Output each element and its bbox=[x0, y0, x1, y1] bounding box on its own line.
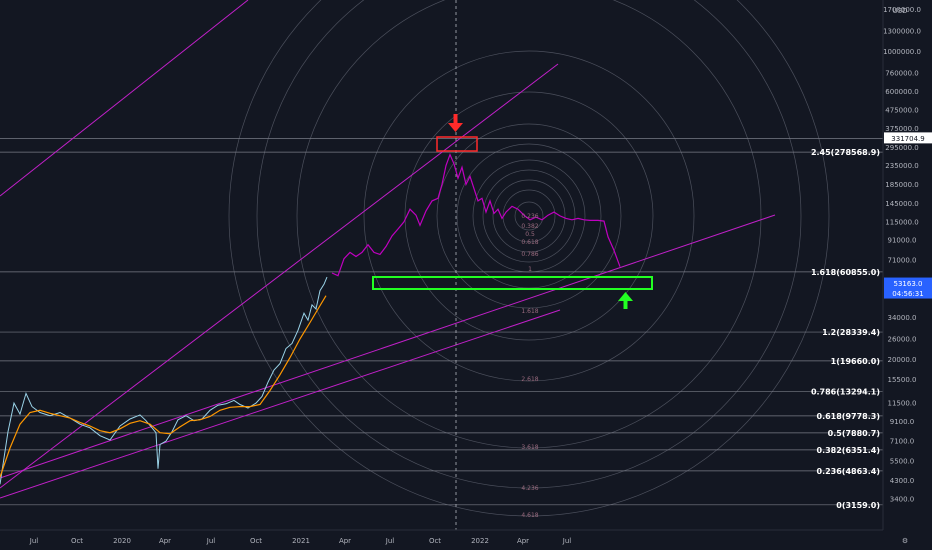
fan-label: 1 bbox=[528, 266, 532, 273]
x-tick-label: Jul bbox=[29, 537, 39, 545]
price-axis[interactable]: USD 1700000.0 1300000.0 1000000.0 760000.0 6… bbox=[882, 0, 921, 530]
fib-level-label: 0.382(6351.4) bbox=[817, 446, 881, 455]
fib-circle bbox=[363, 50, 695, 382]
y-tick-label: 1300000.0 bbox=[883, 27, 921, 35]
x-tick-label: Oct bbox=[71, 537, 83, 545]
y-tick-label: 1700000.0 bbox=[883, 6, 921, 14]
fan-label: 4.618 bbox=[521, 512, 538, 519]
x-tick-label: Jul bbox=[385, 537, 395, 545]
x-tick-label: 2022 bbox=[471, 537, 489, 545]
y-tick-label: 26000.0 bbox=[888, 335, 917, 343]
x-tick-label: Oct bbox=[250, 537, 262, 545]
x-tick-label: Jul bbox=[562, 537, 572, 545]
top-zone-box[interactable] bbox=[436, 136, 478, 152]
y-tick-label: 185000.0 bbox=[885, 181, 918, 189]
y-tick-label: 15500.0 bbox=[888, 376, 917, 384]
x-tick-label: Oct bbox=[429, 537, 441, 545]
series-line bbox=[0, 276, 328, 485]
y-tick-label: 4300.0 bbox=[890, 477, 915, 485]
y-tick-label: 5500.0 bbox=[890, 458, 915, 466]
fib-level-label: 1.2(28339.4) bbox=[822, 328, 880, 337]
fib-circle bbox=[436, 123, 622, 309]
x-tick-label: 2021 bbox=[292, 537, 310, 545]
fib-circle bbox=[296, 0, 762, 449]
fib-level-label: 0.5(7880.7) bbox=[828, 429, 880, 438]
y-tick-label: 145000.0 bbox=[885, 200, 918, 208]
fib-circle bbox=[514, 201, 544, 231]
fan-label: 2.618 bbox=[521, 376, 538, 383]
fan-label: 3.618 bbox=[521, 444, 538, 451]
green-up-arrow-icon bbox=[618, 292, 633, 309]
x-tick-label: 2020 bbox=[113, 537, 131, 545]
fib-level-label: 0.236(4863.4) bbox=[817, 467, 881, 476]
fan-label: 0.786 bbox=[521, 251, 538, 258]
svg-text:⚙: ⚙ bbox=[902, 537, 908, 545]
trend-line-middle[interactable] bbox=[0, 63, 559, 489]
y-tick-label: 295000.0 bbox=[885, 144, 918, 152]
fan-label: 0.236 bbox=[521, 213, 538, 220]
fib-level-label: 2.45(278568.9) bbox=[811, 148, 880, 157]
fib-level-label: 0.618(9778.3) bbox=[817, 412, 881, 421]
y-tick-label: 115000.0 bbox=[885, 218, 918, 226]
fib-level-label: 1(19660.0) bbox=[831, 357, 880, 366]
y-tick-label: 475000.0 bbox=[885, 107, 918, 115]
price-tags: 331704.9 53163.0 04:56:31 bbox=[884, 132, 932, 299]
fib-circle bbox=[404, 91, 654, 341]
y-tick-label: 20000.0 bbox=[888, 356, 917, 364]
fib-circle bbox=[492, 179, 566, 253]
support-zone-box[interactable] bbox=[372, 276, 653, 290]
y-tick-label: 235000.0 bbox=[885, 162, 918, 170]
y-tick-label: 9100.0 bbox=[890, 418, 915, 426]
trend-line-lower-1[interactable] bbox=[0, 214, 776, 479]
trend-lines bbox=[0, 0, 776, 499]
fan-label: 0.5 bbox=[525, 231, 535, 238]
y-tick-label: 11500.0 bbox=[888, 400, 917, 408]
settings-icon[interactable]: ⚙ bbox=[902, 537, 908, 545]
fib-level-label: 1.618(60855.0) bbox=[811, 268, 880, 277]
fan-label: 0.382 bbox=[521, 223, 538, 230]
fan-label: 4.236 bbox=[521, 485, 538, 492]
x-tick-label: Jul bbox=[206, 537, 216, 545]
fib-level-label: 0.786(13294.1) bbox=[811, 388, 880, 397]
fib-circles bbox=[228, 0, 830, 517]
price-tag-bg bbox=[884, 132, 932, 144]
current-price-tag-bg bbox=[884, 277, 932, 299]
fib-circle bbox=[228, 0, 830, 517]
y-tick-label: 1000000.0 bbox=[883, 48, 921, 56]
fan-label: 1.618 bbox=[521, 308, 538, 315]
y-tick-label: 3400.0 bbox=[890, 496, 915, 504]
y-tick-label: 91000.0 bbox=[888, 237, 917, 245]
countdown-label: 04:56:31 bbox=[892, 290, 923, 298]
fib-lines bbox=[0, 138, 883, 506]
y-tick-label: 7100.0 bbox=[890, 438, 915, 446]
y-tick-label: 34000.0 bbox=[888, 314, 917, 322]
trend-line-upper[interactable] bbox=[0, 0, 249, 197]
price-tag-label: 331704.9 bbox=[891, 135, 924, 143]
currency-label: USD bbox=[893, 7, 908, 15]
trend-line-lower-2[interactable] bbox=[0, 309, 561, 499]
fan-label: 0.618 bbox=[521, 239, 538, 246]
y-tick-label: 375000.0 bbox=[885, 125, 918, 133]
x-tick-label: Apr bbox=[517, 537, 529, 545]
fib-level-label: 0(3159.0) bbox=[836, 501, 880, 510]
current-price-label: 53163.0 bbox=[894, 280, 923, 288]
x-tick-label: Apr bbox=[159, 537, 171, 545]
series-line bbox=[0, 295, 327, 478]
y-tick-label: 600000.0 bbox=[885, 88, 918, 96]
red-down-arrow-icon bbox=[448, 114, 463, 132]
y-tick-label: 760000.0 bbox=[885, 70, 918, 78]
fib-circle bbox=[256, 0, 802, 489]
x-tick-label: Apr bbox=[339, 537, 351, 545]
series-line bbox=[331, 152, 621, 277]
fib-circle bbox=[482, 169, 576, 263]
fib-labels: 2.45(278568.9) 1.618(60855.0) 1.2(28339.4)… bbox=[811, 148, 880, 510]
time-axis[interactable]: Jul Oct 2020 Apr Jul Oct 2021 Apr Jul Oct 2022 Apr J… bbox=[0, 529, 883, 545]
y-tick-label: 71000.0 bbox=[888, 256, 917, 264]
price-series bbox=[0, 152, 621, 485]
